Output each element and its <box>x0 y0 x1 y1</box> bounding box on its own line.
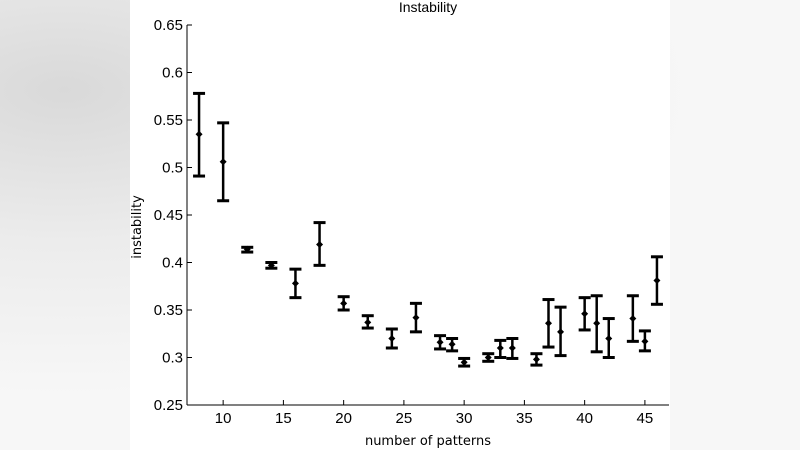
x-tick-label: 45 <box>637 410 654 427</box>
data-point-marker <box>243 245 251 253</box>
error-bar-point <box>458 356 471 368</box>
error-bar-point <box>482 352 495 363</box>
data-point-marker <box>340 299 348 307</box>
data-point-marker <box>436 338 444 346</box>
data-point-marker <box>641 337 649 345</box>
error-bar-point <box>650 255 663 306</box>
error-bar-point <box>446 337 459 353</box>
error-bar-point <box>313 221 326 267</box>
data-point-marker <box>653 277 661 285</box>
y-tick-label: 0.25 <box>154 397 183 414</box>
error-bar-point <box>434 334 447 351</box>
error-bar-point <box>494 338 507 359</box>
error-bar-point <box>265 261 278 270</box>
data-point-marker <box>388 335 396 342</box>
x-tick-label: 15 <box>275 410 292 427</box>
data-point-marker <box>195 130 203 138</box>
data-point-marker <box>532 355 540 363</box>
data-point-marker <box>364 318 372 326</box>
error-bar-point <box>554 305 567 358</box>
data-point-marker <box>267 261 275 269</box>
error-bar-point <box>193 91 206 178</box>
data-point-marker <box>448 340 456 348</box>
data-point-marker <box>460 358 468 366</box>
data-point-marker <box>508 344 516 352</box>
y-tick-label: 0.4 <box>162 255 183 272</box>
chart-title: Instability <box>399 0 457 15</box>
y-tick-label: 0.55 <box>154 112 183 129</box>
error-bar-point <box>289 267 302 300</box>
error-bar-point <box>542 298 555 349</box>
error-bar-point <box>241 245 254 254</box>
data-point-marker <box>291 279 299 287</box>
y-tick-label: 0.6 <box>162 65 183 82</box>
x-tick-label: 35 <box>516 410 533 427</box>
data-point-marker <box>484 354 492 361</box>
data-point-marker <box>219 158 227 166</box>
y-tick-label: 0.65 <box>154 17 183 34</box>
data-point-marker <box>629 315 637 323</box>
data-point-marker <box>412 314 420 322</box>
error-bar-point <box>578 296 591 332</box>
data-point-marker <box>581 310 589 318</box>
y-tick-label: 0.35 <box>154 302 183 319</box>
y-tick-label: 0.45 <box>154 207 183 224</box>
x-tick-label: 40 <box>576 410 593 427</box>
y-tick-label: 0.5 <box>162 160 183 177</box>
error-bar-point <box>638 329 651 353</box>
error-bar-point <box>385 327 398 350</box>
figure-panel <box>130 0 670 450</box>
x-tick-label: 30 <box>456 410 473 427</box>
x-tick-label: 25 <box>396 410 413 427</box>
data-point-marker <box>545 319 552 327</box>
data-point-marker <box>593 319 601 327</box>
ticks: 10 15 20 25 30 35 40 45 0.25 0.3 0.35 0.4 0.45 0.5 0.5… <box>154 17 653 427</box>
error-bar-point <box>361 314 374 330</box>
data-point-marker <box>316 240 324 248</box>
x-axis-title: number of patterns <box>365 434 491 449</box>
x-tick-label: 10 <box>215 410 232 427</box>
error-bar-point <box>506 337 519 360</box>
data-point-marker <box>605 335 613 342</box>
error-bar-point <box>217 121 230 203</box>
error-bar-point <box>626 294 639 343</box>
data-point-marker <box>496 344 504 352</box>
error-bar-point <box>602 317 615 359</box>
error-bar-point <box>590 294 603 354</box>
y-axis-title: instability <box>130 195 145 259</box>
error-bar-point <box>337 295 350 312</box>
error-bar-point <box>530 352 543 367</box>
data-point-marker <box>557 328 565 336</box>
y-tick-label: 0.3 <box>162 350 183 367</box>
x-tick-label: 20 <box>335 410 352 427</box>
error-bar-point <box>409 301 422 334</box>
data-marks <box>193 91 663 368</box>
